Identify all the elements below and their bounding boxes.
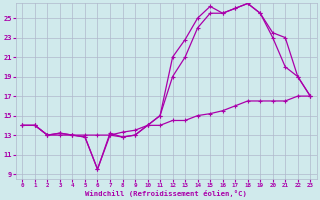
X-axis label: Windchill (Refroidissement éolien,°C): Windchill (Refroidissement éolien,°C) [85,190,247,197]
